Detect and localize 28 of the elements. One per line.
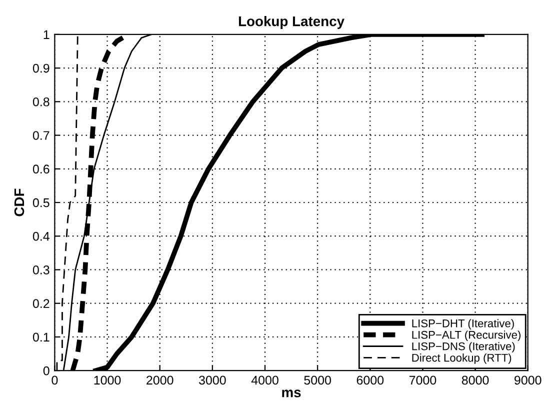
y-tick-label: 1 [44, 30, 50, 39]
y-tick-label: 0.4 [32, 232, 50, 241]
x-tick-label: 8000 [462, 376, 489, 385]
y-tick-label: 0.9 [32, 64, 50, 73]
y-tick-label: 0.3 [32, 266, 50, 274]
x-axis-title: ms [282, 390, 301, 398]
y-tick-label: 0.5 [32, 198, 50, 208]
x-tick-label: 0 [52, 376, 58, 385]
y-tick-label: 0.7 [32, 131, 50, 140]
y-tick-label: 0.6 [32, 164, 50, 174]
legend-label: LISP−DHT (Iterative) [412, 319, 514, 330]
x-tick-label: 9000 [514, 376, 542, 385]
legend-label: LISP−ALT (Recursive) [412, 330, 520, 341]
x-tick-label: 6000 [356, 376, 384, 385]
x-tick-label: 7000 [409, 376, 436, 385]
y-tick-label: 0.2 [32, 299, 50, 308]
legend-label: LISP−DNS (Iterative) [412, 342, 515, 352]
x-tick-label: 2000 [146, 376, 174, 385]
legend-label: Direct Lookup (RTT) [412, 354, 512, 364]
x-tick-label: 5000 [304, 376, 331, 385]
y-tick-label: 0.8 [32, 97, 50, 106]
x-tick-label: 4000 [251, 376, 278, 385]
x-tick-label: 1000 [94, 376, 121, 385]
chart-title: Lookup Latency [238, 16, 344, 29]
y-axis-title: CDF [14, 188, 24, 216]
y-tick-label: 0.1 [32, 332, 50, 342]
y-tick-label: 0 [43, 366, 50, 376]
x-tick-label: 3000 [198, 376, 226, 385]
